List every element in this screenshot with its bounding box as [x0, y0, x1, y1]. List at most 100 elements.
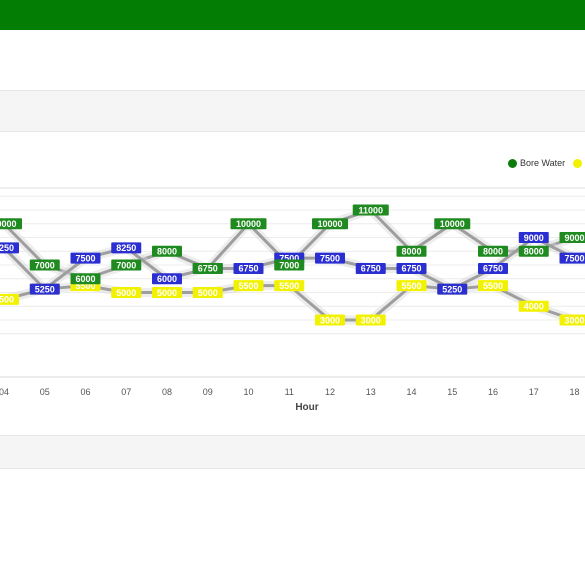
- x-tick-label: 08: [162, 387, 172, 397]
- x-tick-label: 10: [243, 387, 253, 397]
- data-label: 5250: [437, 283, 468, 295]
- data-label-text: 6000: [157, 274, 177, 284]
- data-label: 9000: [518, 232, 549, 243]
- x-tick-label: 07: [121, 387, 131, 397]
- data-label-text: 8250: [0, 243, 14, 253]
- data-label: 7000: [111, 259, 142, 271]
- data-label: 3000: [559, 314, 585, 326]
- data-label: 8000: [152, 245, 182, 257]
- data-label-box: [559, 252, 585, 264]
- data-label: 7000: [274, 259, 305, 271]
- data-label-text: 7000: [35, 260, 55, 270]
- data-label-text: 6750: [361, 264, 381, 274]
- data-label-text: 5500: [401, 281, 421, 291]
- data-label: 7500: [315, 252, 345, 264]
- data-label-box: [230, 218, 267, 230]
- data-label-text: 6750: [401, 264, 421, 274]
- data-label-text: 8250: [116, 243, 136, 253]
- data-label-text: 3000: [564, 315, 584, 325]
- data-label-box: [111, 259, 142, 271]
- data-label-box: [355, 262, 386, 274]
- data-label-box: [0, 242, 19, 254]
- data-label-text: 7000: [116, 260, 136, 270]
- data-label-box: [518, 245, 549, 257]
- data-label-box: [396, 262, 427, 274]
- x-tick-label: 12: [325, 387, 335, 397]
- x-axis-title: Hour: [295, 402, 318, 413]
- data-label-text: 3000: [320, 315, 340, 325]
- data-label-text: 5250: [35, 284, 55, 294]
- data-label-box: [396, 245, 427, 257]
- x-axis-ticks: 04 05 06 07 08 09 10 11 12 13 14 15 16 17 18: [0, 387, 580, 397]
- data-label: 7500: [70, 252, 101, 264]
- data-label-text: 10000: [0, 219, 17, 229]
- data-label-box: [478, 280, 508, 292]
- data-label-text: 5000: [198, 288, 218, 298]
- data-label: 8000: [518, 245, 549, 257]
- data-label-box: [315, 314, 345, 326]
- data-label: 8250: [111, 242, 142, 254]
- data-label-text: 4500: [0, 295, 14, 305]
- data-label-box: [152, 245, 182, 257]
- x-tick-label: 15: [447, 387, 457, 397]
- x-tick-label: 14: [406, 387, 416, 397]
- legend-label-bore-water[interactable]: Bore Water: [520, 158, 566, 168]
- data-label-text: 3000: [361, 315, 381, 325]
- data-label-text: 7500: [279, 253, 299, 263]
- data-label-text: 8000: [524, 247, 544, 257]
- data-label: 9000: [559, 232, 585, 243]
- data-label-box: [352, 204, 389, 216]
- data-label-box: [0, 293, 19, 305]
- data-label-text: 5500: [483, 281, 503, 291]
- data-label-box: [518, 232, 549, 243]
- data-label: 3000: [355, 314, 386, 326]
- data-label-text: 6750: [483, 264, 503, 274]
- data-label: 10000: [434, 218, 471, 230]
- x-tick-label: 09: [203, 387, 213, 397]
- data-label: 6750: [192, 262, 223, 274]
- data-label-text: 5500: [75, 281, 95, 291]
- data-label-box: [233, 280, 264, 292]
- panel-toolbar: [0, 90, 585, 132]
- data-label: 6750: [233, 262, 264, 274]
- data-label-box: [111, 242, 142, 254]
- data-label-box: [274, 259, 305, 271]
- data-label-text: 10000: [317, 219, 342, 229]
- data-label-text: 5500: [238, 281, 258, 291]
- data-label-text: 9000: [524, 233, 544, 243]
- data-label-text: 6750: [198, 264, 218, 274]
- x-tick-label: 06: [80, 387, 90, 397]
- x-tick-label: 16: [488, 387, 498, 397]
- data-label-text: 5250: [442, 284, 462, 294]
- app-header-bar: [0, 0, 585, 30]
- data-label-box: [29, 259, 60, 271]
- data-label-text: 7500: [320, 253, 340, 263]
- data-label-box: [437, 283, 468, 295]
- data-label: 10000: [0, 218, 22, 230]
- data-label: 6750: [396, 262, 427, 274]
- data-label: 3000: [315, 314, 345, 326]
- data-label-text: 8000: [157, 247, 177, 257]
- data-label-box: [152, 273, 182, 285]
- x-tick-label: 11: [285, 387, 294, 397]
- data-label-box: [192, 287, 223, 298]
- data-label: 5250: [29, 283, 60, 295]
- data-label: 8000: [478, 245, 508, 257]
- data-label-text: 8000: [401, 247, 421, 257]
- data-label-box: [233, 262, 264, 274]
- x-tick-label: 17: [529, 387, 539, 397]
- data-label-text: 7000: [279, 260, 299, 270]
- data-label: 10000: [230, 218, 267, 230]
- x-tick-label: 18: [569, 387, 579, 397]
- data-label-text: 7500: [564, 253, 584, 263]
- data-label-box: [70, 273, 101, 285]
- data-label: 6000: [70, 273, 101, 285]
- data-label-box: [0, 218, 22, 230]
- data-label: 5000: [192, 287, 223, 298]
- data-label: 8250: [0, 242, 19, 254]
- data-label-box: [559, 314, 585, 326]
- data-label-text: 6750: [238, 264, 258, 274]
- data-label-box: [274, 280, 305, 292]
- data-label: 5500: [274, 280, 305, 292]
- data-label: 11000: [352, 204, 389, 216]
